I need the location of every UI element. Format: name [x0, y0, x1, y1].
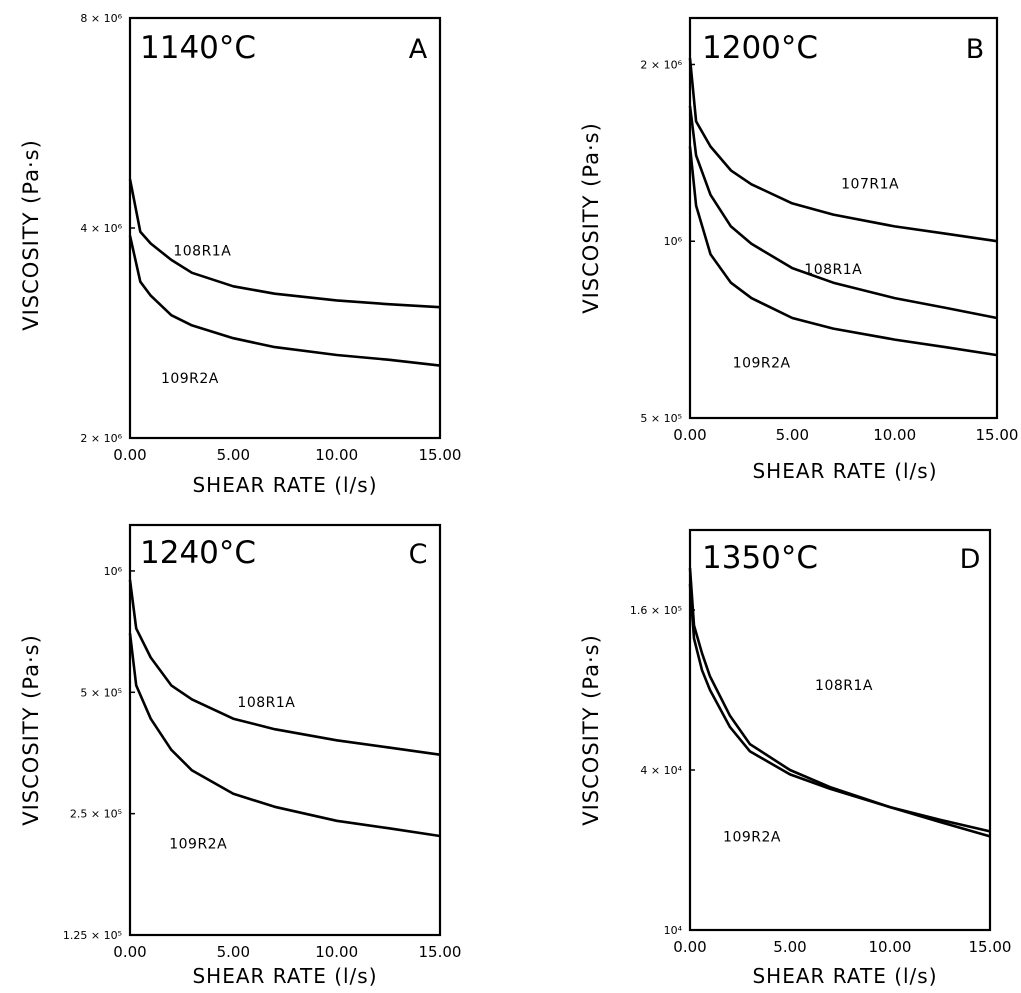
- temperature-label: 1350°C: [702, 540, 818, 576]
- series-line-109r2a: [688, 146, 998, 357]
- y-axis-label: VISCOSITY (Pa·s): [579, 634, 603, 826]
- y-tick-label: 1.6 × 10⁵: [630, 604, 682, 617]
- x-tick-label: 0.00: [113, 943, 146, 961]
- series-line-108r1a: [128, 178, 441, 309]
- y-axis-label: VISCOSITY (Pa·s): [579, 122, 603, 314]
- x-tick-label: 15.00: [969, 938, 1012, 956]
- x-tick-label: 10.00: [869, 938, 912, 956]
- y-axis-label: VISCOSITY (Pa·s): [19, 634, 43, 826]
- y-tick-label: 2.5 × 10⁵: [70, 808, 122, 821]
- y-tick-label: 10⁶: [664, 235, 683, 248]
- y-tick-label: 4 × 10⁴: [640, 764, 682, 777]
- chart-panel-c: 1240°C C VISCOSITY (Pa·s) SHEAR RATE (l/s) 0…: [19, 523, 462, 988]
- y-tick-label: 1.25 × 10⁵: [63, 929, 122, 942]
- series-label-108r1a: 108R1A: [804, 262, 862, 278]
- y-tick-label: 5 × 10⁵: [640, 412, 682, 425]
- y-tick-label: 10⁶: [104, 565, 123, 578]
- panel-letter: B: [966, 34, 985, 65]
- x-axis-label: SHEAR RATE (l/s): [192, 473, 377, 497]
- x-tick-label: 10.00: [315, 943, 358, 961]
- panel-letter: C: [409, 539, 428, 570]
- y-tick-label: 5 × 10⁵: [80, 686, 122, 699]
- series-line-109r2a: [688, 584, 991, 838]
- y-tick-label: 2 × 10⁶: [80, 432, 122, 445]
- chart-panel-a: 1140°C A VISCOSITY (Pa·s) SHEAR RATE (l/s) 0…: [19, 12, 461, 497]
- x-tick-label: 5.00: [217, 943, 250, 961]
- x-tick-label: 5.00: [773, 938, 806, 956]
- x-tick-label: 0.00: [673, 938, 706, 956]
- x-axis-label: SHEAR RATE (l/s): [752, 964, 937, 988]
- x-tick-label: 10.00: [315, 446, 358, 464]
- y-axis-label: VISCOSITY (Pa·s): [19, 139, 43, 331]
- x-tick-label: 5.00: [776, 426, 809, 444]
- x-axis-label: SHEAR RATE (l/s): [192, 964, 377, 988]
- x-tick-label: 15.00: [976, 426, 1019, 444]
- series-line-109r2a: [128, 235, 441, 367]
- x-axis-label: SHEAR RATE (l/s): [752, 459, 937, 483]
- x-tick-label: 15.00: [419, 943, 462, 961]
- chart-panel-b: 1200°C B VISCOSITY (Pa·s) SHEAR RATE (l/s) 0…: [579, 16, 1019, 483]
- x-tick-label: 0.00: [113, 446, 146, 464]
- series-line-108r1a: [688, 105, 998, 320]
- y-tick-label: 4 × 10⁶: [80, 222, 122, 235]
- series-label-109r2a: 109R2A: [169, 836, 227, 852]
- series-label-109r2a: 109R2A: [723, 830, 781, 846]
- x-tick-label: 10.00: [873, 426, 916, 444]
- temperature-label: 1240°C: [140, 535, 256, 571]
- series-line-108r1a: [128, 579, 441, 756]
- plot-frame: [688, 528, 992, 932]
- x-tick-label: 5.00: [217, 446, 250, 464]
- series-line-107r1a: [688, 58, 998, 243]
- series-line-109r2a: [128, 633, 441, 838]
- x-tick-label: 15.00: [419, 446, 462, 464]
- series-label-108r1a: 108R1A: [237, 695, 295, 711]
- series-label-107r1a: 107R1A: [841, 176, 899, 192]
- plot-frame: [128, 523, 442, 937]
- chart-panel-d: 1350°C D VISCOSITY (Pa·s) SHEAR RATE (l/s) 0…: [579, 528, 1012, 988]
- series-label-109r2a: 109R2A: [161, 371, 219, 387]
- y-tick-label: 10⁴: [664, 924, 683, 937]
- plot-frame: [688, 16, 999, 420]
- y-tick-label: 8 × 10⁶: [80, 12, 122, 25]
- series-label-109r2a: 109R2A: [733, 355, 791, 371]
- temperature-label: 1140°C: [140, 30, 256, 66]
- series-label-108r1a: 108R1A: [173, 244, 231, 260]
- temperature-label: 1200°C: [702, 30, 818, 66]
- series-label-108r1a: 108R1A: [815, 678, 873, 694]
- y-tick-label: 2 × 10⁶: [640, 58, 682, 71]
- panel-letter: D: [960, 544, 981, 575]
- x-tick-label: 0.00: [673, 426, 706, 444]
- panel-letter: A: [409, 34, 428, 65]
